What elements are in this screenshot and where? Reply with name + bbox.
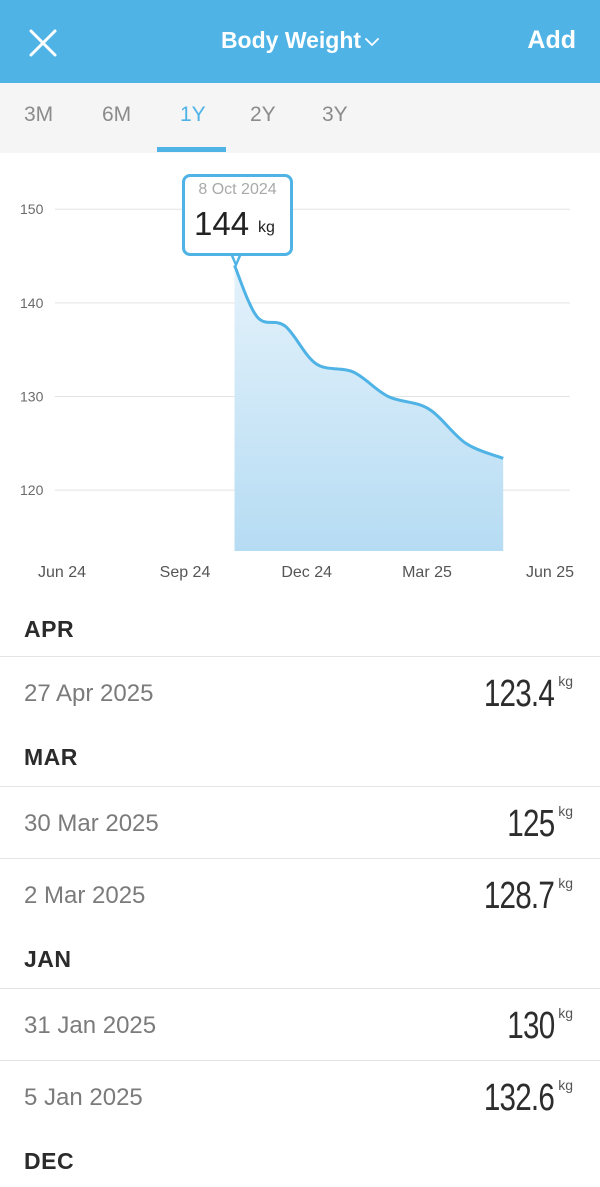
page-title: Body Weight [220,27,362,53]
entry-row[interactable]: 31 Jan 2025 130 kg [0,988,600,1060]
entry-date: 27 Apr 2025 [24,680,154,707]
area-fill [234,265,504,551]
weight-chart-svg: 120 130 140 150 Jun 24 Sep 24 Dec 24 Mar 25 Jun … [20,201,574,581]
tab-6m[interactable]: 6M [102,103,132,126]
entry-date: 30 Mar 2025 [24,810,159,837]
tab-1y[interactable]: 1Y [180,103,206,126]
section-label: DEC [24,1148,75,1174]
entry-row[interactable]: 2 Mar 2025 128.7 kg [0,858,600,930]
entry-unit: kg [558,673,573,689]
section-header-mar: MAR [0,728,600,788]
app-header: Body Weight Add [0,0,600,83]
entry-row[interactable]: 5 Jan 2025 132.6 kg [0,1060,600,1132]
section-label: JAN [24,946,72,972]
entry-date: 31 Jan 2025 [24,1012,157,1039]
entry-unit: kg [558,803,573,819]
section-label: MAR [24,744,78,770]
tab-2y[interactable]: 2Y [250,103,276,126]
entry-unit: kg [558,1077,573,1093]
tooltip-date: 8 Oct 2024 [198,181,277,198]
entry-date: 5 Jan 2025 [24,1084,143,1111]
y-tick-label: 130 [20,388,44,404]
tab-3y[interactable]: 3Y [322,103,348,126]
entry-row[interactable]: 27 Apr 2025 123.4 kg [0,656,600,728]
entry-value: 128.7 [483,875,555,917]
x-tick-label: Dec 24 [281,564,332,581]
tooltip-unit: kg [258,219,275,236]
entry-unit: kg [558,1005,573,1021]
y-tick-label: 150 [20,201,44,217]
entry-value: 130 [506,1005,555,1047]
range-tabs: 3M 6M 1Y 2Y 3Y [0,83,600,153]
weight-chart[interactable]: 120 130 140 150 Jun 24 Sep 24 Dec 24 Mar 25 Jun … [0,153,600,600]
metric-selector[interactable]: Body Weight [0,27,600,54]
tooltip-value: 144 [194,205,250,242]
section-header-dec: DEC [0,1132,600,1187]
close-button[interactable] [22,22,62,62]
section-label: APR [24,616,75,642]
section-header-jan: JAN [0,930,600,990]
x-tick-label: Mar 25 [402,564,452,581]
tooltip-box [182,174,293,256]
close-icon [29,29,57,57]
entry-date: 2 Mar 2025 [24,882,146,909]
tab-3m[interactable]: 3M [24,103,54,126]
x-tick-label: Jun 24 [38,564,86,581]
chart-tooltip: 8 Oct 2024 144 kg [182,174,293,268]
chevron-down-icon [365,26,379,53]
x-tick-label: Jun 25 [526,564,574,581]
entry-value: 125 [506,803,555,845]
entry-value: 132.6 [483,1077,555,1119]
entry-row[interactable]: 30 Mar 2025 125 kg [0,786,600,858]
y-tick-label: 120 [20,482,44,498]
x-tick-label: Sep 24 [160,564,211,581]
active-tab-indicator [157,147,226,152]
entry-value: 123.4 [483,673,555,715]
entry-unit: kg [558,875,573,891]
y-tick-label: 140 [20,295,44,311]
section-header-apr: APR [0,600,600,660]
add-button[interactable]: Add [527,26,576,54]
